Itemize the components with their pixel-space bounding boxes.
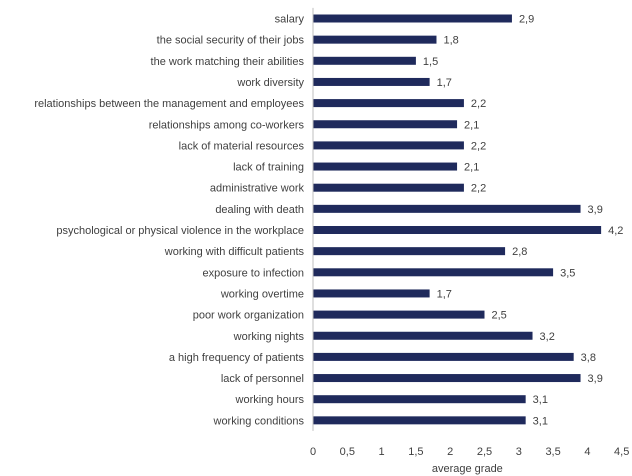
bar [313,35,437,44]
bar-value-label: 2,2 [471,98,486,110]
category-label: the social security of their jobs [157,35,305,47]
bar-value-label: 1,5 [423,56,438,68]
bar-value-label: 3,9 [588,373,603,385]
category-label: working with difficult patients [164,246,305,258]
bar [313,56,416,65]
category-label: relationships among co-workers [149,119,305,131]
bar [313,226,602,234]
bar-value-label: 3,9 [588,204,603,216]
x-tick-label: 2,5 [477,446,492,458]
bar-value-label: 2,1 [464,162,479,174]
x-tick-label: 0,5 [340,446,355,458]
bar-value-label: 3,2 [540,331,555,343]
bar-value-label: 4,2 [608,225,623,237]
category-label: the work matching their abilities [151,56,305,68]
category-label: work diversity [236,77,304,89]
bar-value-label: 2,9 [519,14,534,26]
category-label: poor work organization [193,310,304,322]
bar-value-label: 3,1 [533,394,548,406]
bar [313,331,533,340]
category-label: lack of material resources [179,140,305,152]
x-axis-title: average grade [432,463,503,475]
bar [313,99,464,108]
bar [313,374,581,383]
category-label: working overtime [220,288,304,300]
bar-value-label: 2,2 [471,140,486,152]
bar-value-label: 1,7 [437,288,452,300]
bar [313,289,430,298]
x-tick-labels: 0 0,5 1 1,5 2 2,5 3 3,5 4 4,5 [310,446,629,458]
category-label: lack of training [233,162,304,174]
bar [313,352,574,361]
bar [313,77,430,86]
x-tick-label: 4 [584,446,590,458]
x-tick-label: 0 [310,446,316,458]
bar [313,183,464,192]
value-labels: 2,9 1,8 1,5 1,7 2,2 2,1 2,2 2,1 2,2 3,9 4,2 2,8 3,5 1… [423,14,624,428]
bar [313,120,458,129]
bar-value-label: 1,7 [437,77,452,89]
bar-value-label: 1,8 [443,35,458,47]
bar [313,141,464,150]
category-label: salary [275,14,305,26]
bar [313,395,526,404]
category-label: working conditions [213,415,305,427]
category-label: a high frequency of patients [169,352,305,364]
bar-value-label: 3,5 [560,267,575,279]
category-label: relationships between the management and… [34,98,304,110]
x-tick-label: 4,5 [614,446,629,458]
category-label: psychological or physical violence in th… [56,225,304,237]
x-tick-label: 2 [447,446,453,458]
x-tick-label: 3,5 [545,446,560,458]
bar-value-label: 3,8 [581,352,596,364]
category-label: administrative work [210,183,305,195]
x-tick-label: 1,5 [408,446,423,458]
bar-value-label: 3,1 [533,415,548,427]
x-tick-label: 1 [379,446,385,458]
category-label: working nights [233,331,305,343]
bar [313,268,554,277]
bar [313,204,581,213]
category-label: dealing with death [215,204,304,216]
x-tick-label: 3 [516,446,522,458]
bar [313,14,512,23]
category-labels: salary the social security of their jobs t… [34,14,304,428]
category-label: lack of personnel [221,373,304,385]
bar [313,416,526,425]
category-label: working hours [235,394,305,406]
bar-value-label: 2,2 [471,183,486,195]
bar [313,310,485,319]
bar [313,162,458,171]
bar-value-label: 2,8 [512,246,527,258]
bar-value-label: 2,1 [464,119,479,131]
bar [313,247,506,256]
bars [313,14,602,425]
bar-value-label: 2,5 [492,310,507,322]
category-label: exposure to infection [202,267,304,279]
